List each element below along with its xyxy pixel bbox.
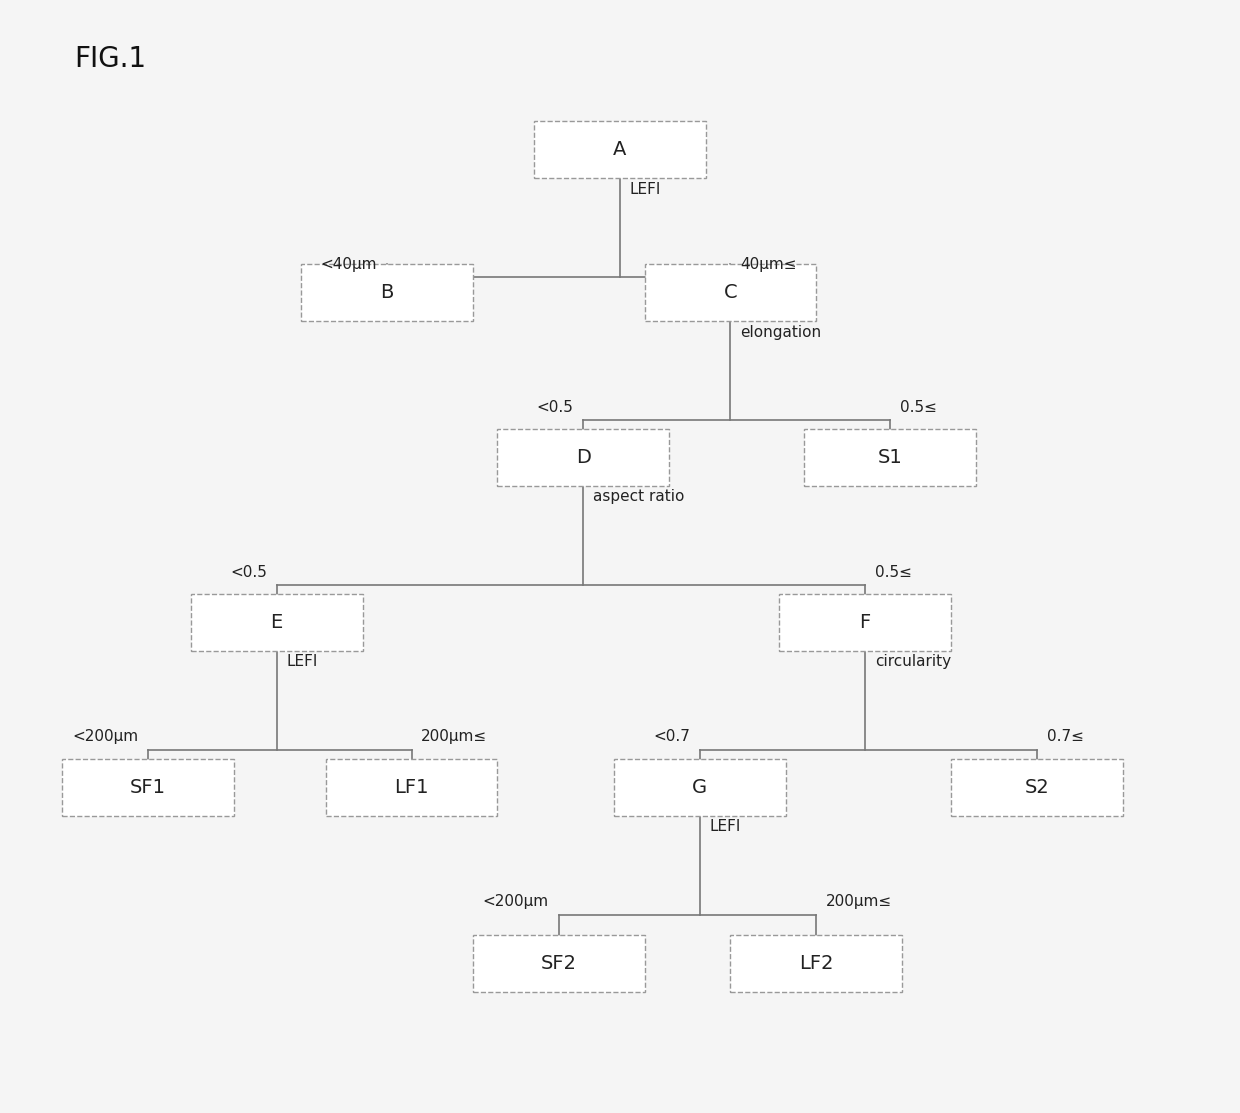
FancyBboxPatch shape [804,429,976,486]
FancyBboxPatch shape [645,264,816,322]
Text: <0.5: <0.5 [537,400,573,415]
FancyBboxPatch shape [730,935,901,992]
FancyBboxPatch shape [62,759,234,816]
Text: LEFI: LEFI [630,181,661,197]
Text: 200μm≤: 200μm≤ [826,895,892,909]
Text: S1: S1 [878,449,903,467]
Text: LEFI: LEFI [286,654,317,669]
Text: elongation: elongation [740,325,821,339]
Text: circularity: circularity [875,654,951,669]
Text: C: C [723,283,737,303]
Text: 0.5≤: 0.5≤ [899,400,936,415]
Text: aspect ratio: aspect ratio [593,490,684,504]
Text: E: E [270,613,283,632]
Text: B: B [381,283,394,303]
Text: 0.7≤: 0.7≤ [1047,729,1084,745]
Text: <40μm: <40μm [321,257,377,272]
FancyBboxPatch shape [326,759,497,816]
FancyBboxPatch shape [534,121,706,178]
Text: SF1: SF1 [130,778,166,797]
Text: A: A [614,140,626,159]
Text: 0.5≤: 0.5≤ [875,564,911,580]
Text: SF2: SF2 [541,954,577,973]
FancyBboxPatch shape [780,594,951,651]
FancyBboxPatch shape [951,759,1122,816]
Text: D: D [575,449,590,467]
FancyBboxPatch shape [614,759,785,816]
Text: <0.5: <0.5 [229,564,267,580]
Text: <200μm: <200μm [72,729,138,745]
Text: LF1: LF1 [394,778,429,797]
FancyBboxPatch shape [191,594,362,651]
Text: 40μm≤: 40μm≤ [740,257,796,272]
Text: <0.7: <0.7 [653,729,689,745]
FancyBboxPatch shape [301,264,472,322]
Text: FIG.1: FIG.1 [74,46,146,73]
Text: G: G [692,778,707,797]
FancyBboxPatch shape [497,429,670,486]
Text: <200μm: <200μm [482,895,549,909]
Text: F: F [859,613,870,632]
Text: LEFI: LEFI [709,819,740,834]
FancyBboxPatch shape [472,935,645,992]
Text: LF2: LF2 [799,954,833,973]
Text: 200μm≤: 200μm≤ [422,729,487,745]
Text: S2: S2 [1024,778,1049,797]
